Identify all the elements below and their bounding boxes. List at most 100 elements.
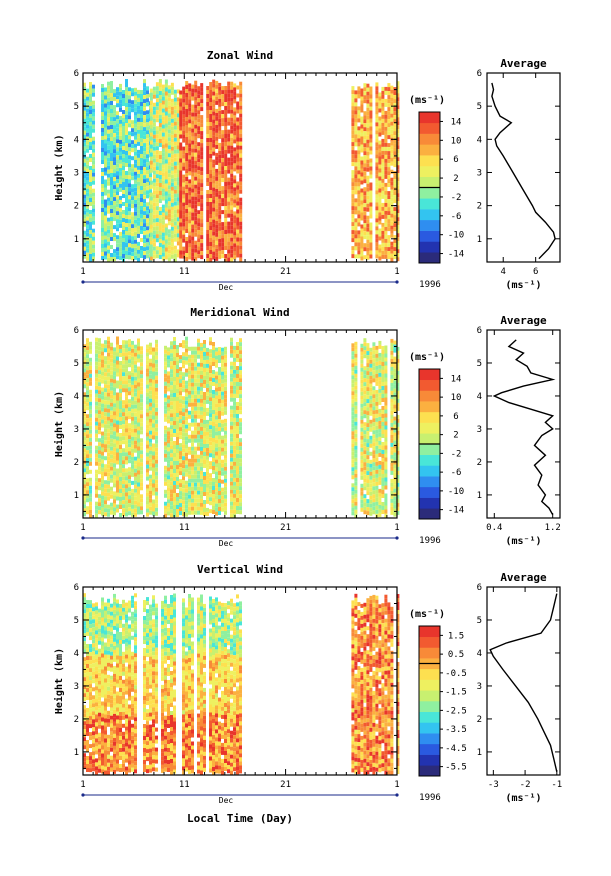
heatmap-cell [176,405,179,409]
heatmap-cell [152,134,156,139]
heatmap-cell [137,153,140,158]
heatmap-cell [119,219,122,224]
heatmap-cell [206,134,210,138]
heatmap-cell [384,234,388,239]
heatmap-cell [239,201,243,206]
heatmap-cell [215,359,218,364]
heatmap-cell [107,396,110,401]
heatmap-cell [369,142,373,147]
heatmap-cell [98,390,101,395]
heatmap-cell [191,124,195,129]
heatmap-cell [107,217,110,222]
heatmap-cell [149,96,153,101]
heatmap-cell [143,215,146,220]
heatmap-cell [215,84,219,89]
heatmap-cell [107,141,110,146]
heatmap-cell [167,205,171,210]
heatmap-cell [119,123,122,128]
heatmap-cell [191,176,195,181]
heatmap-cell [351,383,355,388]
heatmap-cell [149,442,152,447]
heatmap-cell [179,427,182,432]
heatmap-cell [167,427,170,432]
heatmap-cell [197,498,200,503]
heatmap-cell [146,400,149,405]
heatmap-cell [152,122,156,127]
heatmap-cell [354,377,358,382]
heatmap-cell [200,346,203,351]
heatmap-cell [155,154,159,159]
heatmap-cell [393,95,397,100]
heatmap-cell [363,179,367,184]
heatmap-cell [113,109,116,114]
heatmap-cell [167,511,170,516]
heatmap-cell [149,108,153,113]
heatmap-cell [152,475,155,480]
heatmap-cell [203,500,206,504]
heatmap-cell [128,459,131,464]
heatmap-cell [375,222,379,227]
heatmap-cell [89,130,92,134]
heatmap-cell [176,445,179,449]
heatmap-cell [107,464,110,469]
heatmap-cell [354,389,358,394]
heatmap-cell [104,107,107,112]
heatmap-cell [137,137,140,142]
heatmap-cell [140,250,143,254]
heatmap-cell [131,240,134,245]
heatmap-cell [134,131,137,136]
heatmap-cell [143,223,146,228]
heatmap-cell [209,254,213,258]
heatmap-cell [161,160,165,165]
heatmap-cell [194,216,198,221]
heatmap-cell [167,241,171,246]
heatmap-cell [119,163,122,168]
heatmap-cell [227,97,231,102]
heatmap-cell [206,359,209,364]
heatmap-cell [170,134,174,139]
heatmap-cell [194,438,197,443]
heatmap-cell [351,210,355,215]
heatmap-cell [131,244,134,249]
heatmap-cell [146,170,149,175]
heatmap-cell [149,370,152,375]
heatmap-cell [206,106,210,110]
heatmap-cell [176,241,180,246]
heatmap-cell [212,255,216,260]
heatmap-cell [212,251,216,256]
heatmap-cell [182,432,185,437]
heatmap-cell [218,511,221,515]
heatmap-cell [215,224,219,229]
heatmap-cell [158,191,162,195]
heatmap-cell [104,428,107,433]
heatmap-cell [89,377,92,382]
heatmap-cell [173,349,176,353]
heatmap-cell [119,91,122,96]
heatmap-cell [239,225,243,230]
heatmap-cell [206,423,209,428]
heatmap-cell [83,254,86,259]
heatmap-cell [233,187,237,192]
heatmap-cell [122,150,125,154]
heatmap-cell [155,146,159,151]
heatmap-cell [152,222,156,227]
heatmap-cell [104,87,107,92]
heatmap-cell [363,119,367,124]
heatmap-cell [122,226,125,230]
heatmap-cell [182,412,185,417]
heatmap-cell [164,231,168,236]
heatmap-cell [230,161,234,166]
heatmap-cell [230,257,234,262]
heatmap-cell [134,364,137,369]
heatmap-cell [393,239,397,244]
heatmap-cell [221,174,225,179]
heatmap-cell [83,448,86,453]
heatmap-cell [170,413,173,418]
y-tick-label: 6 [74,69,79,79]
heatmap-cell [224,490,227,495]
heatmap-cell [378,216,382,221]
heatmap-cell [197,194,201,199]
heatmap-cell [104,139,107,144]
heatmap-cell [206,471,209,476]
heatmap-cell [360,192,364,197]
